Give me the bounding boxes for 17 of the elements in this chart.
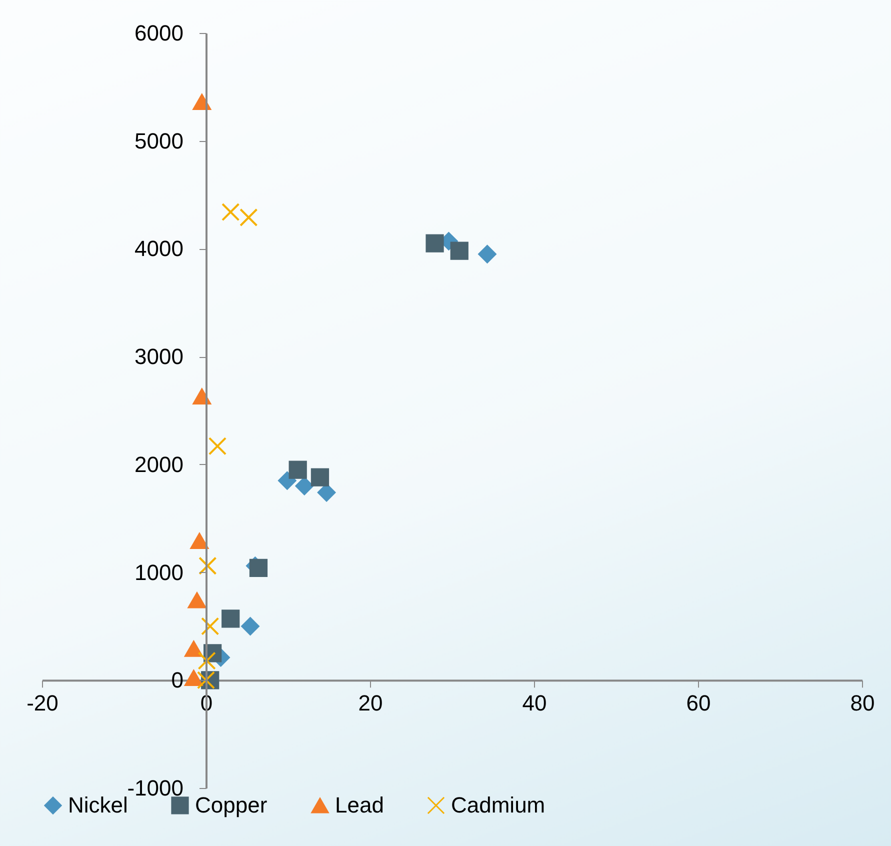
legend-label: Cadmium xyxy=(451,792,546,818)
y-tick-label: 1000 xyxy=(134,560,184,585)
x-tick-label: 80 xyxy=(850,690,875,716)
legend-label: Copper xyxy=(195,792,268,818)
y-tick-label: 5000 xyxy=(134,128,184,154)
x-tick-label: -20 xyxy=(26,690,58,716)
legend-label: Lead xyxy=(335,792,384,818)
y-tick-label: 4000 xyxy=(134,236,184,262)
y-tick-label: 3000 xyxy=(134,344,184,370)
x-tick-label: 20 xyxy=(358,690,383,716)
y-tick-label: 6000 xyxy=(134,20,184,46)
legend-label: Nickel xyxy=(68,792,128,818)
y-tick-label: 2000 xyxy=(134,452,184,477)
x-tick-label: 60 xyxy=(686,690,711,716)
x-tick-label: 40 xyxy=(522,690,547,716)
y-tick-label: -1000 xyxy=(127,776,184,800)
y-tick-label: 0 xyxy=(171,668,184,693)
